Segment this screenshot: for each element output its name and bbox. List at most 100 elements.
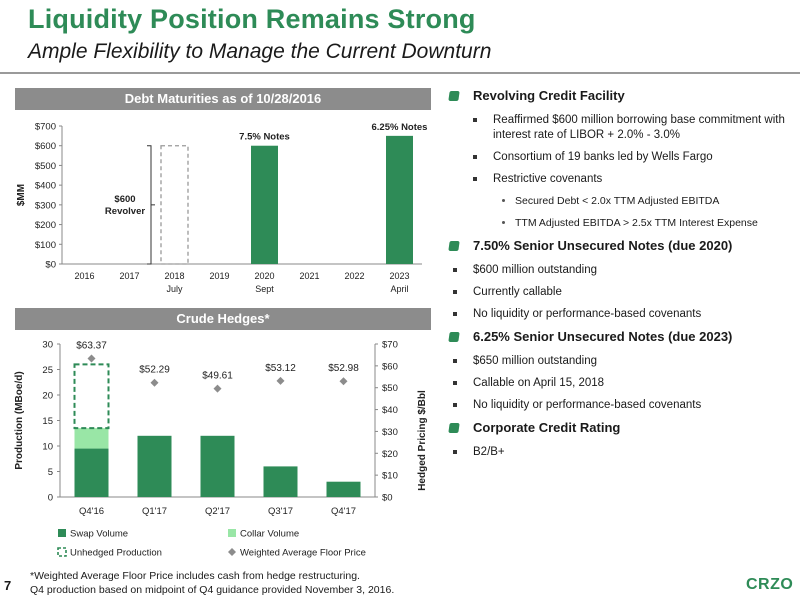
y2-tick-label: $60 bbox=[382, 361, 398, 372]
revolver-bracket bbox=[147, 145, 152, 265]
x-tick-label: Q4'16 bbox=[79, 506, 104, 517]
footnotes: *Weighted Average Floor Price includes c… bbox=[30, 569, 394, 597]
section-heading-text: Revolving Credit Facility bbox=[473, 88, 625, 103]
y-tick-label: 10 bbox=[42, 442, 53, 453]
swap-volume-bar bbox=[326, 481, 361, 497]
square-bullet-icon bbox=[453, 290, 457, 294]
y-tick-label: $300 bbox=[35, 200, 56, 211]
bullet-item-text: Consortium of 19 banks led by Wells Farg… bbox=[493, 151, 713, 163]
sub-bullet-item: Secured Debt < 2.0x TTM Adjusted EBITDA bbox=[447, 194, 792, 208]
x-tick-label: Q4'17 bbox=[331, 506, 356, 517]
y-tick-label: $100 bbox=[35, 240, 56, 251]
collar-volume-bar bbox=[74, 428, 109, 449]
floor-price-marker bbox=[276, 376, 285, 385]
bullet-item: Consortium of 19 banks led by Wells Farg… bbox=[447, 150, 792, 165]
y-tick-label: 5 bbox=[48, 467, 53, 478]
debt-maturities-chart: $0 $100 $200 $300 $400 $500 $600 $700 $MM 2016 201… bbox=[16, 122, 427, 295]
floor-price-label: $52.29 bbox=[139, 365, 170, 376]
swap-volume-bar bbox=[200, 435, 235, 497]
company-logo: CRZO bbox=[746, 576, 794, 593]
swap-volume-bar bbox=[263, 466, 298, 497]
section-heading: 6.25% Senior Unsecured Notes (due 2023) bbox=[447, 329, 792, 345]
y2-tick-label: $0 bbox=[382, 493, 393, 504]
y-tick-label: $400 bbox=[35, 181, 56, 192]
x-tick-label: Q2'17 bbox=[205, 506, 230, 517]
legend-unhedged-swatch bbox=[57, 547, 67, 557]
bar-label: 7.5% Notes bbox=[239, 132, 290, 143]
sub-bullet-item: TTM Adjusted EBITDA > 2.5x TTM Interest … bbox=[447, 216, 792, 230]
bullet-item-text: Callable on April 15, 2018 bbox=[473, 377, 605, 389]
y2-tick-label: $10 bbox=[382, 471, 398, 482]
square-bullet-icon bbox=[473, 177, 477, 181]
bullet-item-text: Reaffirmed $600 million borrowing base c… bbox=[493, 114, 785, 141]
floor-price-marker bbox=[339, 377, 348, 386]
x-tick-label: 2017 bbox=[119, 271, 139, 281]
legend-label: Swap Volume bbox=[70, 529, 128, 540]
x-tick-sublabel: July bbox=[166, 284, 183, 294]
green-bullet-icon bbox=[448, 332, 460, 342]
legend-label: Unhedged Production bbox=[70, 548, 162, 559]
debt-bar bbox=[386, 135, 413, 264]
bullet-item: Currently callable bbox=[447, 285, 792, 300]
bullet-item: No liquidity or performance-based covena… bbox=[447, 307, 792, 322]
page-title: Liquidity Position Remains Strong bbox=[28, 4, 476, 34]
floor-price-marker bbox=[213, 384, 222, 393]
section-heading-text: Corporate Credit Rating bbox=[473, 420, 621, 435]
x-tick-label: 2021 bbox=[299, 271, 319, 281]
unhedged-production-bar bbox=[73, 363, 110, 430]
y2-tick-label: $20 bbox=[382, 449, 398, 460]
bullet-item: B2/B+ bbox=[447, 445, 792, 460]
y2-axis-title: Hedged Pricing $/Bbl bbox=[417, 390, 428, 491]
swap-volume-bar bbox=[137, 435, 172, 497]
y-tick-label: 0 bbox=[48, 493, 53, 504]
square-bullet-icon bbox=[453, 359, 457, 363]
legend-collar-swatch bbox=[228, 529, 236, 537]
floor-price-label: $49.61 bbox=[202, 371, 233, 382]
sub-bullet-item-text: TTM Adjusted EBITDA > 2.5x TTM Interest … bbox=[515, 217, 758, 229]
x-tick-label: 2016 bbox=[74, 271, 94, 281]
crude-hedges-chart: 0 5 10 15 20 25 30 $0 $10 $20 $30 $40 $50 $60 $70 Produ… bbox=[14, 340, 428, 559]
revolver-label: $600 bbox=[114, 194, 135, 205]
y-tick-label: 25 bbox=[42, 365, 53, 376]
page-number: 7 bbox=[4, 578, 12, 593]
floor-price-marker bbox=[87, 354, 96, 363]
square-bullet-icon bbox=[453, 268, 457, 272]
y2-tick-label: $70 bbox=[382, 340, 398, 351]
section-heading: 7.50% Senior Unsecured Notes (due 2020) bbox=[447, 238, 792, 254]
y-tick-label: $0 bbox=[45, 260, 56, 271]
square-bullet-icon bbox=[453, 381, 457, 385]
debt-bar bbox=[251, 145, 278, 264]
green-bullet-icon bbox=[448, 241, 460, 251]
green-bullet-icon bbox=[448, 91, 460, 101]
page-subtitle: Ample Flexibility to Manage the Current … bbox=[28, 40, 492, 63]
bullet-item: Reaffirmed $600 million borrowing base c… bbox=[447, 113, 792, 143]
bullet-item: Restrictive covenants bbox=[447, 172, 792, 187]
y-tick-label: $200 bbox=[35, 220, 56, 231]
title-divider bbox=[0, 72, 800, 74]
x-tick-label: 2022 bbox=[344, 271, 364, 281]
footnote-2: Q4 production based on midpoint of Q4 gu… bbox=[30, 584, 395, 596]
floor-price-label: $52.98 bbox=[328, 363, 359, 374]
square-bullet-icon bbox=[473, 118, 477, 122]
bullet-item-text: No liquidity or performance-based covena… bbox=[473, 308, 702, 320]
revolver-bar bbox=[160, 145, 189, 265]
square-bullet-icon bbox=[453, 312, 457, 316]
y2-tick-label: $40 bbox=[382, 405, 398, 416]
green-bullet-icon bbox=[448, 423, 460, 433]
floor-price-marker bbox=[150, 378, 159, 387]
dot-bullet-icon bbox=[502, 221, 505, 224]
x-tick-label: Q1'17 bbox=[142, 506, 167, 517]
y-tick-label: $500 bbox=[35, 161, 56, 172]
section-heading: Corporate Credit Rating bbox=[447, 420, 792, 436]
square-bullet-icon bbox=[453, 403, 457, 407]
x-tick-label: 2020 bbox=[254, 271, 274, 281]
x-tick-sublabel: April bbox=[390, 284, 408, 294]
bullet-item: $600 million outstanding bbox=[447, 263, 792, 278]
y-tick-label: 20 bbox=[42, 391, 53, 402]
bullet-item: Callable on April 15, 2018 bbox=[447, 376, 792, 391]
bullet-item: $650 million outstanding bbox=[447, 354, 792, 369]
section-heading: Revolving Credit Facility bbox=[447, 88, 792, 104]
x-tick-label: 2019 bbox=[209, 271, 229, 281]
y-axis-title: Production (MBoe/d) bbox=[14, 371, 25, 469]
debt-chart-header: Debt Maturities as of 10/28/2016 bbox=[15, 88, 431, 110]
